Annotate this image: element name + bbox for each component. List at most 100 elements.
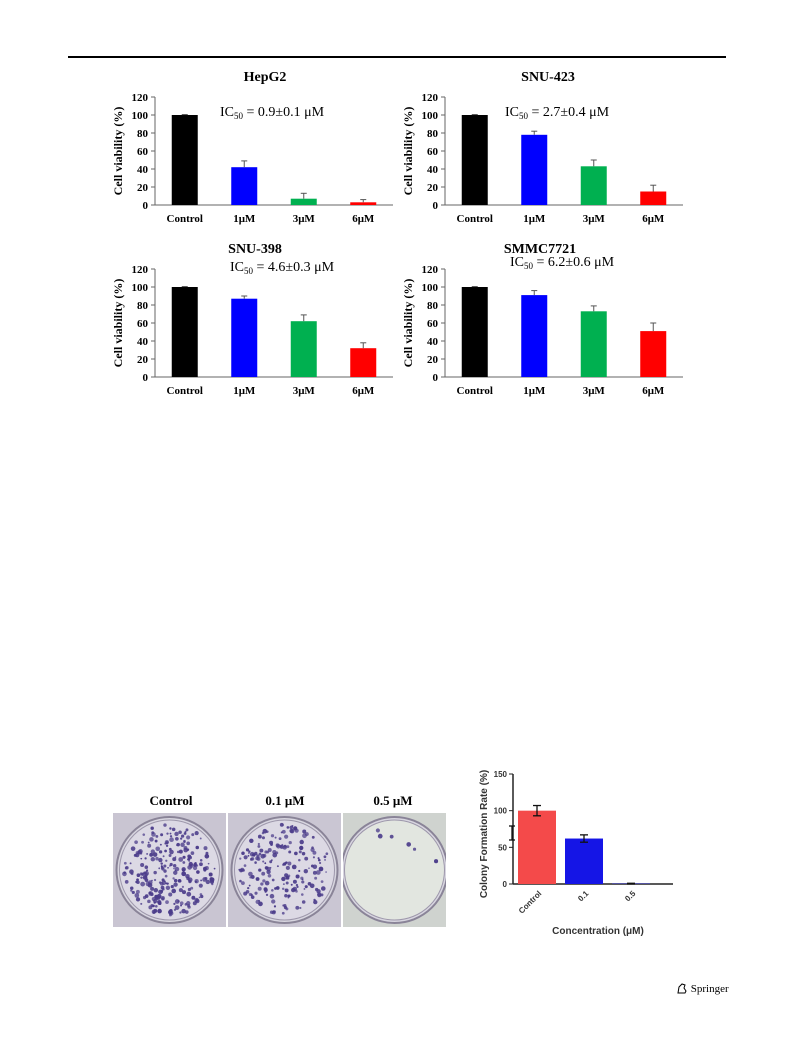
snu398-chart: SNU-398 Cell viability (%) 0 20 40 60 80 100 120… [111,242,393,397]
bar-1μM [231,298,258,377]
colony-dot [155,856,159,861]
colony-dot [264,888,268,892]
colony-dot [292,886,298,892]
colony-dot [279,822,284,827]
y-tick-label: 60 [137,318,149,330]
colony-dot [242,868,245,872]
colony-dot [190,851,195,855]
colony-dot [254,861,257,864]
colony-dot [172,857,177,862]
colony-dot [172,864,177,868]
bar-3μM [580,311,607,377]
colony-dot [181,885,185,888]
colony-dot [150,849,155,854]
bar-1μM [521,134,548,205]
colony-dot [300,893,304,896]
x-tick-label: 6μM [352,385,375,397]
colony-dot [281,876,286,882]
colony-dot [130,889,133,892]
colony-dot [135,889,140,894]
x-tick-label: 6μM [642,213,665,225]
x-tick-label: 6μM [352,213,375,225]
x-tick-label: Control [167,385,203,397]
colony-dot [248,884,251,887]
colony-dot [203,868,207,872]
colony-dot [172,877,175,880]
colony-dot [264,880,270,886]
colony-dot [289,828,294,834]
chart-title: SMMC7721 [504,242,576,257]
colony-dot [320,880,324,883]
colony-dot [169,909,173,913]
y-tick-label: 60 [137,146,149,158]
colony-dot [166,832,169,835]
colony-dot [266,850,270,854]
colony-dot [159,843,162,846]
colony-dot [147,882,153,888]
colony-dot [173,882,178,887]
colony-dot [181,908,186,914]
colony-dot [153,901,156,904]
colony-dot [153,878,157,882]
colony-dot [269,860,273,864]
publisher-name: Springer [690,983,729,995]
colony-photo-0-1 [228,813,341,927]
colony-dot [144,865,149,870]
y-axis-label: Cell viability (%) [111,107,125,196]
bar-3μM [290,198,317,205]
colony-dot [261,836,265,840]
colony-dot [274,836,277,839]
colony-dot [312,850,317,855]
colony-dot [389,834,394,839]
x-tick-label: 0.1 [576,889,591,904]
colony-dot [165,859,168,862]
colony-dot [282,883,285,886]
colony-dot [311,835,315,839]
colony-dot [148,905,153,910]
colony-dot [318,861,322,865]
y-tick-label: 100 [494,807,508,816]
y-tick-label: 80 [427,300,439,312]
ic50-annotation: IC50 = 4.6±0.3 μM [230,260,335,276]
colony-dot [149,837,154,842]
colony-dot [174,856,177,858]
colony-dot [249,851,255,857]
bar-Control [171,115,198,205]
colony-dot [186,904,191,908]
colony-dot [174,831,179,837]
colony-dot [249,876,252,879]
y-tick-label: 80 [137,300,149,312]
colony-dot [303,888,306,890]
colony-dot [153,888,159,893]
colony-dot [298,850,302,854]
colony-dot [192,865,198,871]
x-tick-label: 6μM [642,385,665,397]
colony-dot [310,847,315,852]
colony-dot [159,881,164,886]
colony-dot [169,832,172,835]
colony-photo-control [113,813,226,927]
colony-dot [157,908,162,914]
colony-dot [150,886,155,891]
colony-dot [247,886,250,890]
colony-dot [258,868,262,872]
dish-interior [234,819,335,921]
colony-dot [186,841,191,846]
colony-dot [171,888,177,894]
colony-dot [275,851,279,855]
colony-dot [281,829,286,834]
colony-dot [281,911,285,915]
colony-dot [284,888,287,891]
colony-dot [140,862,145,868]
x-tick-label: Control [457,385,493,397]
colony-dot [207,862,210,865]
colony-dot [178,888,183,893]
colony-dot [249,857,253,861]
y-axis-label: Cell viability (%) [111,279,125,368]
colony-dot [290,883,293,886]
colony-dot [185,873,190,879]
y-tick-label: 100 [132,282,149,294]
colony-dot [183,832,187,835]
colony-dot [156,895,161,900]
colony-dot [168,854,172,858]
